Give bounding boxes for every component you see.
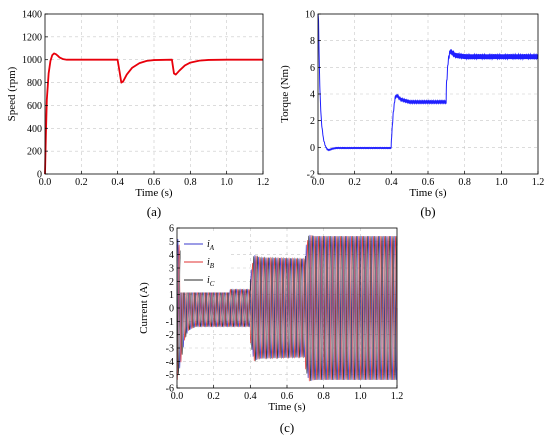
legend-label-a: iA [207,239,215,252]
torque-y-axis-label: Torque (Nm) [279,65,291,123]
y-tick-label: 6 [310,63,315,74]
y-tick-label: -3 [166,344,174,355]
y-tick-label: 3 [169,264,174,275]
speed-series-line [44,52,263,175]
x-tick-label: 1.2 [257,177,270,188]
x-tick-label: 0.8 [458,177,471,188]
y-tick-label: 0 [310,143,315,154]
y-tick-label: 0 [37,170,42,181]
x-tick-label: 1.2 [532,177,545,188]
y-tick-label: 8 [310,36,315,47]
y-tick-label: 600 [27,101,42,112]
x-tick-label: 0.8 [184,177,197,188]
current-y-axis-label: Current (A) [138,282,150,334]
panel-label-c: (c) [280,420,294,435]
y-tick-label: 6 [169,224,174,235]
current-legend: iA iB iC [180,231,230,293]
y-tick-label: -1 [166,317,174,328]
y-tick-label: 2 [310,116,315,127]
panel-label-b: (b) [420,204,435,219]
y-tick-label: 5 [169,237,174,248]
x-tick-label: 1.0 [354,391,367,402]
x-tick-label: 0.2 [207,391,220,402]
y-tick-label: -5 [166,370,174,381]
legend-label-c: iC [207,275,215,288]
current-series-b [176,235,398,382]
current-x-axis-label: Time (s) [268,401,306,413]
x-tick-label: 0.4 [385,177,398,188]
y-tick-label: 400 [27,124,42,135]
y-tick-label: -2 [307,170,315,181]
y-tick-label: 1000 [22,55,42,66]
legend-label-b: iB [207,257,215,270]
y-tick-label: 10 [305,10,315,21]
y-tick-label: 1200 [22,32,42,43]
x-tick-label: 0.8 [317,391,330,402]
y-tick-label: 1 [169,290,174,301]
y-tick-label: 0 [169,304,174,315]
x-tick-label: 0.4 [111,177,124,188]
x-tick-label: 1.2 [391,391,404,402]
x-tick-label: 0.6 [422,177,435,188]
torque-series-line [317,13,539,152]
y-tick-label: 2 [169,277,174,288]
x-tick-label: 0.0 [171,391,184,402]
current-chart: 0.0 0.2 0.4 0.6 0.8 1.0 1.2 -6 -5 -4 -3 -2 -1 0 1 2 3 4 5 6… [138,224,403,436]
torque-x-axis-label: Time (s) [409,187,447,199]
y-tick-label: 800 [27,78,42,89]
y-tick-label: 4 [169,250,174,261]
current-series-a [176,234,398,381]
y-tick-label: -2 [166,330,174,341]
x-tick-label: 0.4 [244,391,257,402]
panel-label-a: (a) [147,204,161,219]
y-tick-label: 200 [27,147,42,158]
x-tick-label: 0.6 [281,391,294,402]
speed-chart: 0.0 0.2 0.4 0.6 0.8 1.0 1.2 0 200 400 600 800 1000 12… [6,10,269,220]
x-tick-label: 0.2 [348,177,361,188]
x-tick-label: 1.0 [495,177,508,188]
x-tick-label: 0.0 [39,177,52,188]
speed-y-axis-label: Speed (rpm) [6,66,18,121]
x-tick-label: 0.2 [75,177,88,188]
x-tick-label: 0.0 [312,177,325,188]
x-tick-label: 0.6 [148,177,161,188]
y-tick-label: 1400 [22,10,42,21]
y-tick-label: -6 [166,384,174,395]
y-tick-label: -4 [166,357,174,368]
x-tick-label: 1.0 [220,177,233,188]
speed-x-axis-label: Time (s) [135,187,173,199]
y-tick-label: 4 [310,90,315,101]
